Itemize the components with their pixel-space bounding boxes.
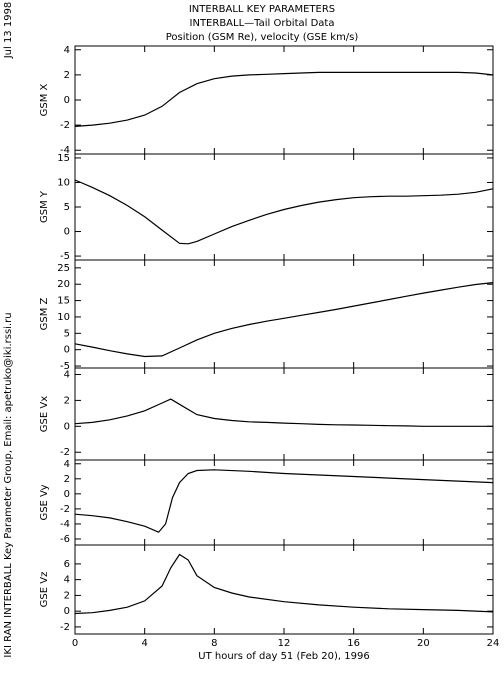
- y-axis-label: GSE Vz: [39, 572, 50, 608]
- y-tick-label: 2: [64, 395, 70, 406]
- y-tick-label: 0: [64, 95, 70, 106]
- y-tick-label: 4: [64, 459, 70, 470]
- title-line: INTERBALL—Tail Orbital Data: [190, 18, 335, 29]
- plot-frame: [74, 153, 494, 261]
- data-line: [74, 282, 494, 358]
- x-axis-label: UT hours of day 51 (Feb 20), 1996: [198, 651, 369, 662]
- x-tick-label: 24: [487, 638, 500, 649]
- y-tick-label: 0: [64, 227, 70, 238]
- y-tick-label: 0: [64, 421, 70, 432]
- y-tick-label: 4: [64, 45, 70, 56]
- y-tick-label: -4: [60, 145, 70, 156]
- plot-frame: [74, 45, 494, 155]
- y-tick-label: 0: [64, 489, 70, 500]
- y-tick-label: 5: [64, 202, 70, 213]
- title-line: INTERBALL KEY PARAMETERS: [189, 4, 335, 15]
- y-tick-label: 15: [57, 296, 70, 307]
- y-tick-label: 10: [57, 312, 70, 323]
- y-tick-label: -5: [60, 361, 70, 372]
- y-axis-label: GSE Vx: [39, 396, 50, 432]
- y-tick-label: -2: [60, 622, 70, 633]
- y-tick-label: -6: [60, 534, 70, 545]
- y-tick-label: 4: [64, 575, 70, 586]
- y-tick-label: 5: [64, 328, 70, 339]
- y-tick-label: -5: [60, 251, 70, 262]
- y-tick-label: -2: [60, 120, 70, 131]
- y-tick-label: 6: [64, 559, 70, 570]
- data-line: [74, 71, 494, 127]
- x-tick-label: 8: [211, 638, 217, 649]
- y-axis-label: GSM Z: [39, 297, 50, 330]
- x-tick-label: 12: [278, 638, 291, 649]
- plot-frame: [74, 259, 494, 369]
- x-tick-label: 4: [141, 638, 147, 649]
- data-line: [74, 469, 494, 533]
- x-tick-label: 0: [72, 638, 78, 649]
- y-tick-label: 20: [57, 279, 70, 290]
- y-tick-label: 2: [64, 590, 70, 601]
- y-tick-label: 4: [64, 369, 70, 380]
- y-tick-label: 2: [64, 474, 70, 485]
- y-tick-label: 25: [57, 263, 70, 274]
- plot-frame: [74, 459, 494, 546]
- side-note: IKI RAN INTERBALL Key Parameter Group, E…: [3, 312, 14, 657]
- y-tick-label: 0: [64, 606, 70, 617]
- y-tick-label: 2: [64, 70, 70, 81]
- y-tick-label: 15: [57, 153, 70, 164]
- data-line: [74, 398, 493, 427]
- y-tick-label: 0: [64, 345, 70, 356]
- x-tick-label: 20: [417, 638, 430, 649]
- date: Jul 13 1998: [3, 2, 14, 60]
- title-line: Position (GSM Re), velocity (GSE km/s): [166, 32, 359, 43]
- x-tick-label: 16: [347, 638, 360, 649]
- y-tick-label: -2: [60, 504, 70, 515]
- y-tick-label: 10: [57, 177, 70, 188]
- data-line: [74, 179, 494, 245]
- plot-frame: [74, 367, 494, 461]
- y-axis-label: GSM X: [39, 83, 50, 116]
- y-axis-label: GSM Y: [39, 190, 50, 223]
- plot-frame: [74, 544, 494, 635]
- y-tick-label: -2: [60, 447, 70, 458]
- y-tick-label: -4: [60, 519, 70, 530]
- data-line: [74, 553, 494, 615]
- y-axis-label: GSE Vy: [39, 484, 50, 520]
